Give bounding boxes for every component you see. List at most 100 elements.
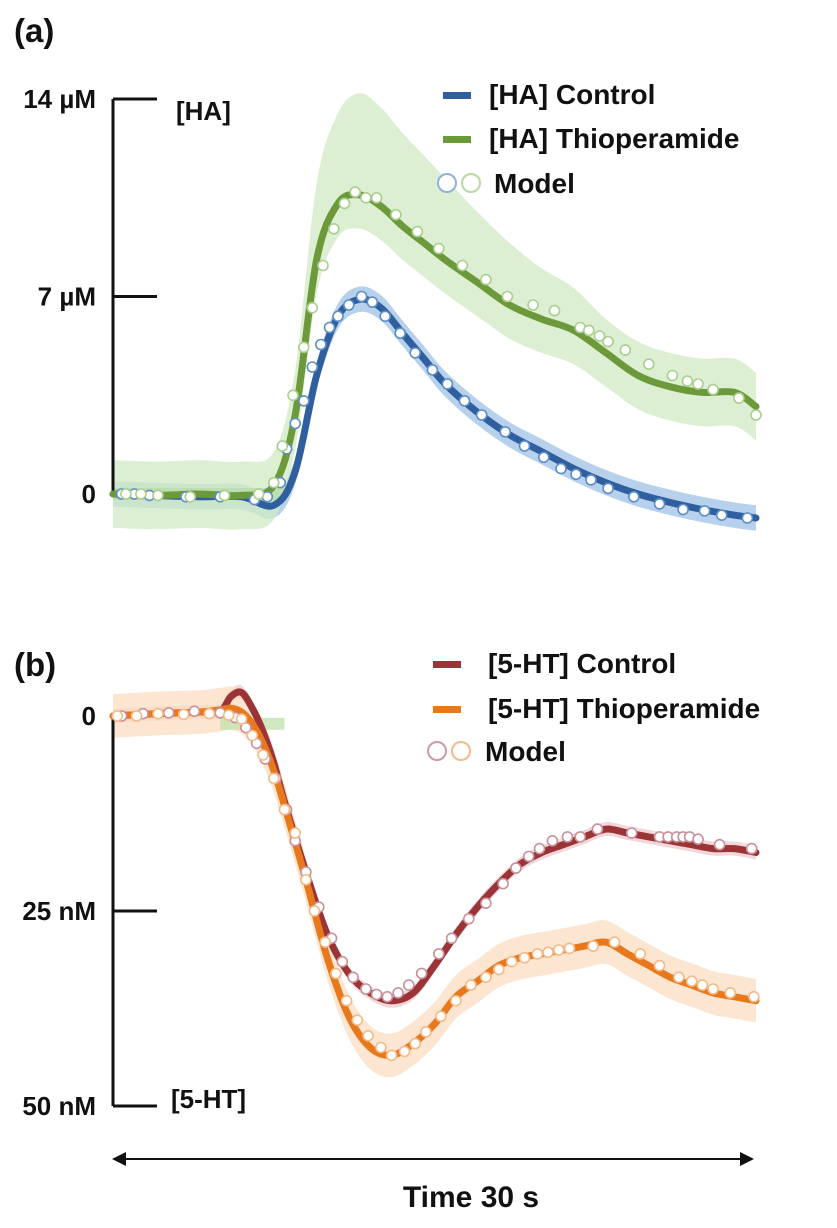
model-point-5-ht-thioperamide (222, 709, 235, 722)
model-point-ha-control (289, 417, 302, 430)
model-point-5-ht-thioperamide (330, 967, 342, 980)
model-point-ha-thioperamide (692, 378, 704, 390)
legend-swatch-5ht-thioperamide (433, 706, 461, 713)
model-point-5-ht-thioperamide (435, 1010, 447, 1023)
model-point-5-ht-thioperamide (480, 971, 492, 984)
model-point-ha-thioperamide (593, 330, 606, 342)
model-point-ha-thioperamide (411, 225, 424, 238)
series-line-ha-thioperamide (109, 191, 760, 500)
model-point-5-ht-control (522, 850, 535, 863)
tick-label: 14 µM (23, 84, 96, 114)
model-point-5-ht-thioperamide (409, 1037, 422, 1050)
legend-swatch-ha-thioperamide (443, 136, 471, 143)
model-point-5-ht-thioperamide (111, 710, 124, 722)
model-point-ha-thioperamide (267, 476, 280, 489)
model-point-5-ht-control (392, 987, 404, 999)
model-point-5-ht-thioperamide (235, 713, 248, 725)
model-point-5-ht-control (336, 955, 349, 968)
model-point-ha-thioperamide (120, 488, 132, 500)
model-point-5-ht-control (510, 862, 522, 874)
panel-a-ticks: 14 µM 7 µM 0 (23, 84, 157, 509)
model-point-ha-control (741, 512, 754, 524)
model-point-5-ht-thioperamide (563, 942, 576, 955)
model-point-5-ht-control (381, 990, 394, 1003)
model-point-5-ht-thioperamide (531, 948, 544, 960)
time-axis-arrow-left (112, 1152, 126, 1166)
panel-b-y-label: [5-HT] (171, 1084, 246, 1114)
model-point-5-ht-control (591, 823, 604, 835)
panel-a-y-label: [HA] (176, 96, 231, 126)
model-point-5-ht-thioperamide (267, 772, 280, 785)
model-point-5-ht-control (347, 971, 359, 984)
model-point-5-ht-control (745, 842, 758, 855)
model-point-ha-thioperamide (681, 375, 694, 387)
legend-label-5ht-thioperamide: [5-HT] Thioperamide (488, 693, 760, 724)
panel-b-legend: [5-HT] Control [5-HT] Thioperamide Model (427, 648, 760, 767)
time-axis-label: Time 30 s (403, 1181, 539, 1214)
model-point-ha-control (677, 503, 689, 516)
legend-label-ha-thioperamide: [HA] Thioperamide (489, 123, 739, 154)
model-point-5-ht-thioperamide (634, 948, 647, 960)
model-point-5-ht-thioperamide (177, 708, 190, 721)
legend-model-marker-blue (437, 173, 457, 193)
panel-b-lines (109, 688, 760, 1059)
model-point-5-ht-thioperamide (130, 710, 143, 722)
model-point-ha-thioperamide (666, 369, 679, 382)
model-point-ha-thioperamide (619, 344, 632, 356)
model-point-5-ht-control (360, 983, 372, 995)
model-point-5-ht-thioperamide (257, 749, 269, 761)
model-point-5-ht-control (402, 979, 415, 991)
model-point-ha-thioperamide (501, 290, 514, 303)
model-point-5-ht-control (561, 831, 574, 843)
model-point-5-ht-thioperamide (351, 1014, 364, 1027)
model-point-ha-thioperamide (349, 186, 362, 198)
time-axis-arrow-right (740, 1152, 754, 1166)
model-point-5-ht-thioperamide (375, 1041, 387, 1054)
model-point-ha-thioperamide (317, 259, 329, 272)
model-point-5-ht-thioperamide (398, 1045, 411, 1058)
tick-label: 0 (82, 479, 96, 509)
legend-label-model-b: Model (485, 736, 566, 767)
model-point-ha-thioperamide (252, 488, 265, 500)
model-point-5-ht-control (625, 827, 638, 839)
model-point-5-ht-thioperamide (608, 936, 621, 949)
model-point-ha-thioperamide (733, 392, 745, 404)
model-point-ha-thioperamide (297, 341, 310, 354)
model-point-ha-thioperamide (432, 242, 445, 255)
model-point-ha-control (627, 490, 640, 503)
band-ha-control (113, 286, 756, 531)
tick-label: 7 µM (38, 282, 96, 312)
model-point-ha-control (394, 327, 407, 340)
model-point-5-ht-thioperamide (672, 971, 685, 984)
model-point-5-ht-control (162, 707, 175, 719)
model-point-5-ht-thioperamide (492, 963, 505, 976)
model-point-5-ht-control (370, 988, 383, 1001)
panel-a-label: (a) (14, 12, 54, 49)
time-axis: Time 30 s (112, 1152, 754, 1214)
model-point-ha-control (342, 299, 355, 311)
series-line-5-ht-control (109, 688, 760, 1005)
model-point-ha-thioperamide (135, 488, 147, 500)
panel-a-legend: [HA] Control [HA] Thioperamide Model (437, 79, 739, 199)
model-point-5-ht-thioperamide (724, 987, 737, 999)
model-point-ha-thioperamide (527, 299, 539, 311)
model-point-5-ht-control (188, 705, 201, 718)
model-point-5-ht-thioperamide (152, 707, 164, 720)
model-point-5-ht-thioperamide (362, 1030, 374, 1042)
model-point-5-ht-thioperamide (552, 944, 565, 956)
model-point-ha-control (315, 338, 327, 351)
model-point-ha-control (332, 310, 344, 323)
model-point-ha-control (409, 347, 422, 359)
model-point-ha-control (355, 290, 368, 303)
model-point-ha-control (323, 321, 336, 334)
model-point-5-ht-thioperamide (289, 827, 302, 839)
model-point-ha-control (499, 426, 512, 438)
legend-swatch-ha-control (443, 92, 471, 99)
panel-a-bands (113, 93, 756, 531)
model-point-ha-control (306, 361, 319, 373)
model-point-ha-control (441, 378, 454, 390)
model-point-5-ht-control (574, 831, 587, 843)
model-point-5-ht-thioperamide (542, 946, 554, 959)
model-point-5-ht-control (713, 838, 726, 851)
model-point-5-ht-thioperamide (300, 873, 312, 886)
